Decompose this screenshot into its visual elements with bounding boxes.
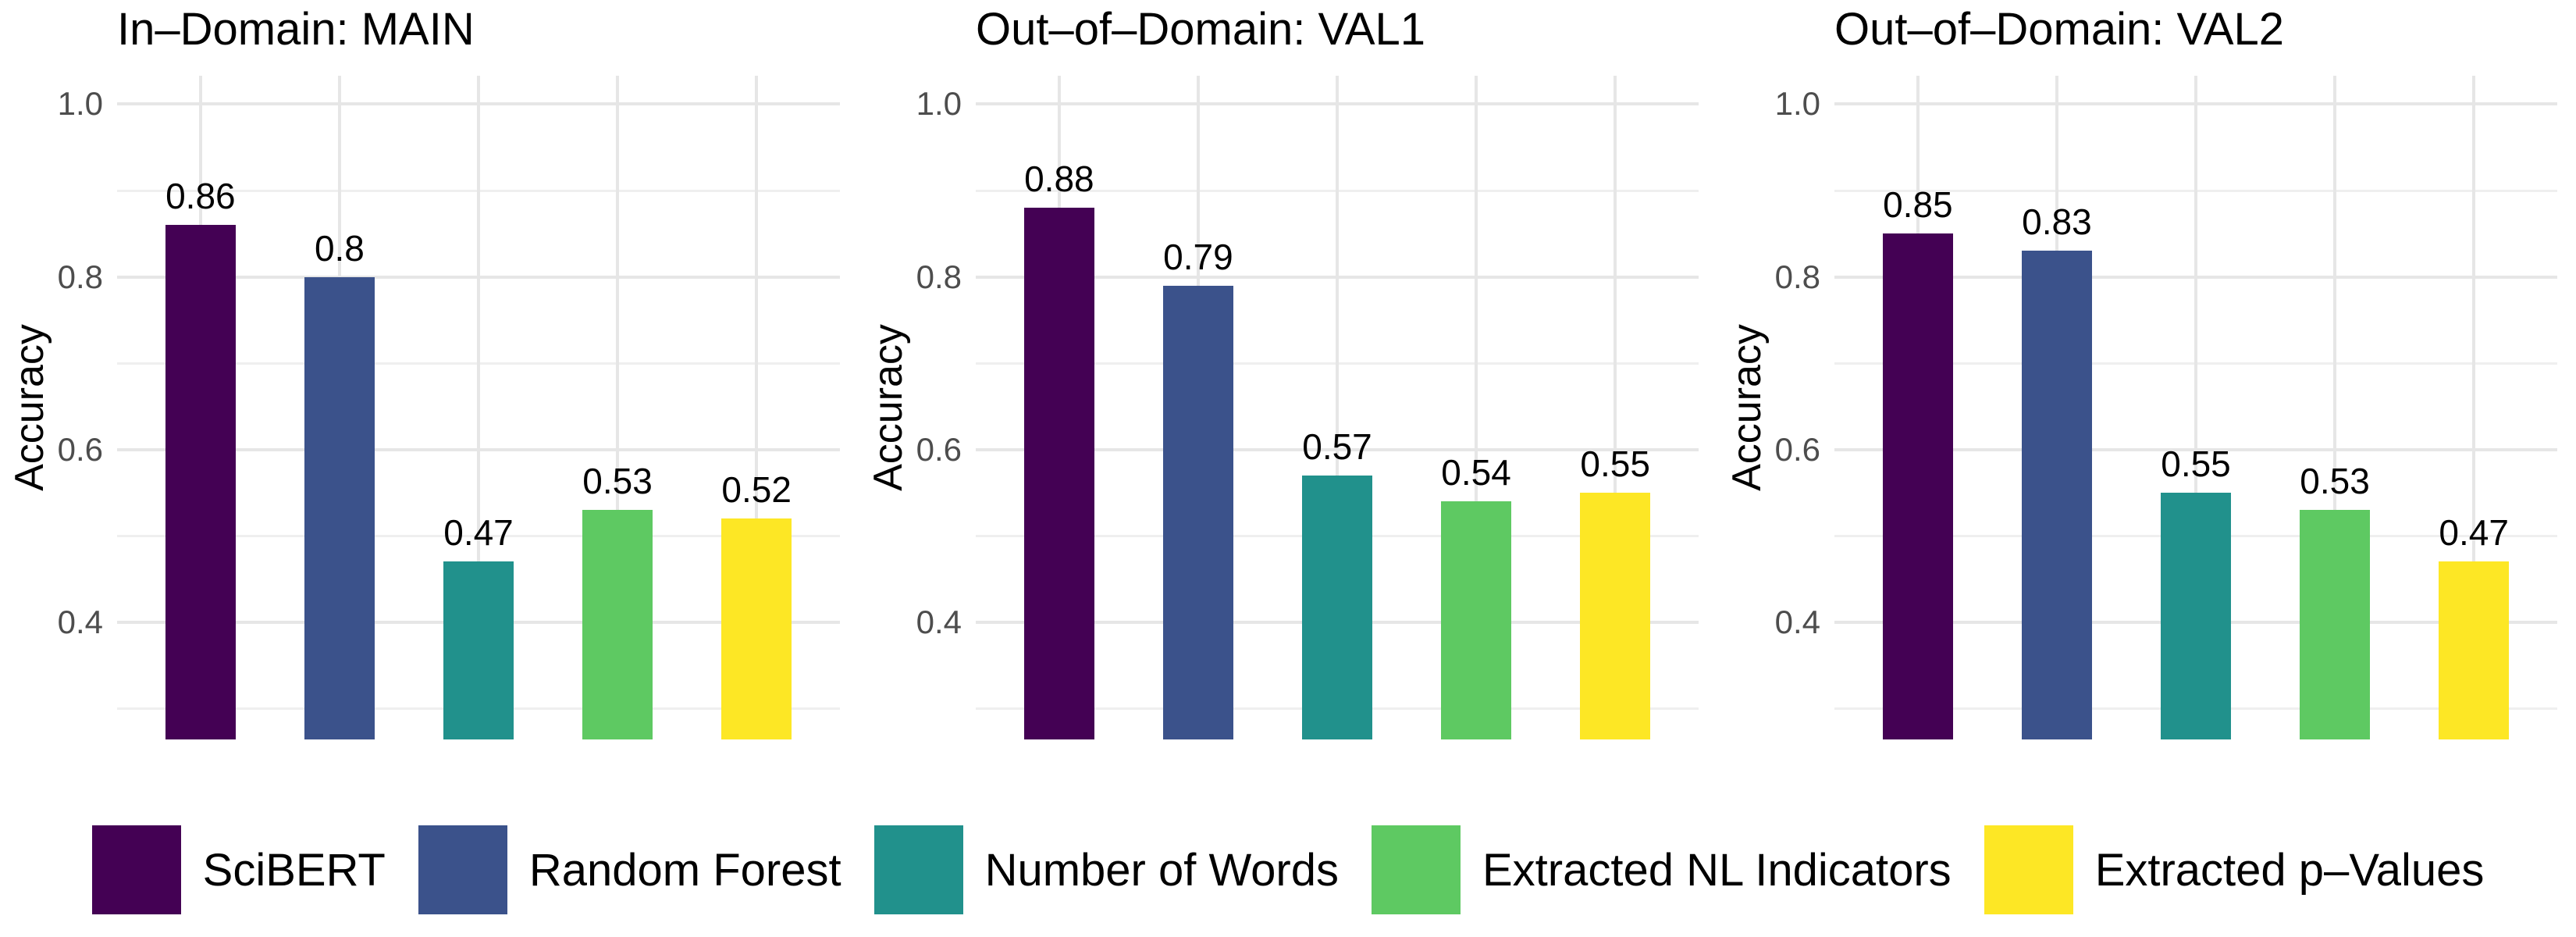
- bar-extracted-p-values: [2439, 561, 2510, 739]
- y-tick-label: 0.8: [916, 258, 962, 295]
- bar-value-label: 0.83: [2022, 201, 2092, 243]
- v-gridline: [1475, 76, 1478, 739]
- panel-title: In–Domain: MAIN: [117, 4, 475, 55]
- bar-value-label: 0.52: [721, 469, 792, 511]
- bar-number-of-words: [1302, 475, 1372, 739]
- bar-value-label: 0.57: [1302, 426, 1372, 467]
- bar-number-of-words: [2161, 492, 2231, 739]
- bar-value-label: 0.8: [314, 227, 365, 269]
- bar-scibert: [165, 225, 236, 739]
- legend-label: Number of Words: [984, 844, 1339, 896]
- bar-value-label: 0.53: [582, 460, 653, 501]
- y-tick-label: 0.4: [57, 603, 103, 640]
- y-tick-label: 0.4: [1774, 603, 1820, 640]
- bar-scibert: [1023, 208, 1094, 739]
- bar-scibert: [1882, 233, 1953, 739]
- bar-random-forest: [1162, 285, 1233, 739]
- legend-item-random-forest: Random Forest: [418, 825, 841, 914]
- bar-value-label: 0.85: [1883, 184, 1953, 226]
- legend-item-number-of-words: Number of Words: [873, 825, 1339, 914]
- legend-key-swatch: [418, 825, 507, 914]
- v-gridline: [1336, 76, 1339, 739]
- legend-item-scibert: SciBERT: [91, 825, 386, 914]
- legend-label: SciBERT: [202, 844, 386, 896]
- y-tick-label: 0.8: [1774, 258, 1820, 295]
- bar-value-label: 0.86: [165, 176, 236, 217]
- v-gridline: [477, 76, 480, 739]
- v-gridline: [616, 76, 620, 739]
- y-tick-label: 0.8: [57, 258, 103, 295]
- panel-1: In–Domain: MAIN Accuracy 1.0 0.8 0.6 0.4 0.86 0…: [0, 0, 859, 820]
- bar-value-label: 0.55: [1580, 443, 1650, 484]
- legend-label: Extracted NL Indicators: [1482, 844, 1952, 896]
- bar-extracted-p-values: [1580, 492, 1651, 739]
- bar-value-label: 0.47: [2439, 512, 2509, 554]
- bar-extracted-nl-indicators: [1441, 501, 1512, 739]
- bar-random-forest: [304, 276, 375, 739]
- bar-value-label: 0.88: [1024, 159, 1094, 200]
- panel-title: Out–of–Domain: VAL1: [976, 4, 1426, 55]
- bar-value-label: 0.54: [1441, 451, 1511, 493]
- bar-random-forest: [2021, 251, 2092, 739]
- panel-3: Out–of–Domain: VAL2 Accuracy 1.0 0.8 0.6 0.4 0…: [1717, 0, 2576, 820]
- bar-value-label: 0.55: [2161, 443, 2231, 484]
- bar-value-label: 0.47: [443, 512, 514, 554]
- bar-extracted-nl-indicators: [2300, 509, 2371, 739]
- panel-2: Out–of–Domain: VAL1 Accuracy 1.0 0.8 0.6 0.4 0…: [859, 0, 1717, 820]
- legend: SciBERT Random Forest Number of Words Extra…: [0, 823, 2576, 917]
- bar-value-label: 0.53: [2300, 460, 2370, 501]
- v-gridline: [2333, 76, 2337, 739]
- bar-number-of-words: [443, 561, 514, 739]
- y-tick-label: 0.6: [916, 430, 962, 468]
- y-tick-label: 1.0: [1774, 85, 1820, 123]
- legend-key-swatch: [1372, 825, 1461, 914]
- v-gridline: [2472, 76, 2476, 739]
- panel-title: Out–of–Domain: VAL2: [1834, 4, 2285, 55]
- y-tick-label: 1.0: [916, 85, 962, 123]
- v-gridline: [2194, 76, 2197, 739]
- legend-item-extracted-nl-indicators: Extracted NL Indicators: [1372, 825, 1952, 914]
- y-tick-label: 0.4: [916, 603, 962, 640]
- legend-label: Random Forest: [528, 844, 841, 896]
- y-tick-label: 1.0: [57, 85, 103, 123]
- plot-area: 0.88 0.79 0.57 0.54 0.55: [976, 76, 1699, 739]
- legend-item-extracted-p-values: Extracted p–Values: [1984, 825, 2485, 914]
- legend-key-swatch: [91, 825, 181, 914]
- plot-area: 0.86 0.8 0.47 0.53 0.52: [117, 76, 840, 739]
- legend-key-swatch: [1984, 825, 2073, 914]
- bar-extracted-p-values: [721, 518, 792, 739]
- y-tick-label: 0.6: [1774, 430, 1820, 468]
- v-gridline: [1614, 76, 1617, 739]
- y-tick-label: 0.6: [57, 430, 103, 468]
- legend-label: Extracted p–Values: [2094, 844, 2485, 896]
- legend-key-swatch: [873, 825, 963, 914]
- plot-area: 0.85 0.83 0.55 0.53 0.47: [1834, 76, 2557, 739]
- bar-extracted-nl-indicators: [582, 509, 653, 739]
- bar-value-label: 0.79: [1163, 236, 1233, 277]
- v-gridline: [755, 76, 759, 739]
